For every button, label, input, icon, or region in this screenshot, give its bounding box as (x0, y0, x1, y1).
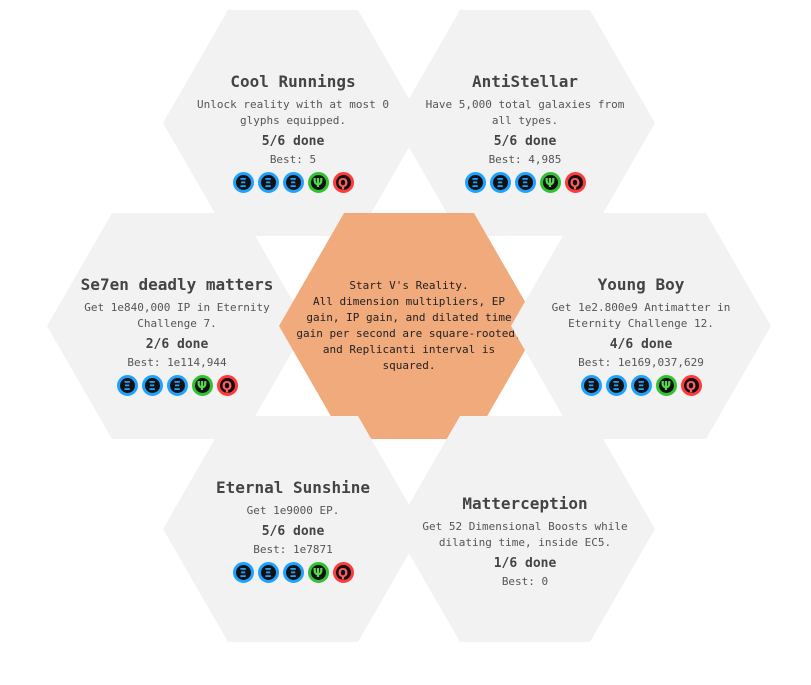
achievement-progress: 5/6 done (261, 524, 325, 539)
achievement-best: Best: 0 (501, 575, 549, 588)
blue-glyph-icon[interactable]: Ξ (282, 172, 304, 193)
blue-glyph-icon[interactable]: Ξ (605, 375, 627, 396)
achievement-young-boy[interactable]: Young Boy Get 1e2.800e9 Antimatter in Et… (511, 213, 771, 439)
achievement-progress: 4/6 done (609, 337, 673, 352)
achievement-progress: 1/6 done (493, 556, 557, 571)
green-glyph-icon[interactable]: Ψ (307, 172, 329, 193)
achievement-best: Best: 1e7871 (253, 543, 333, 556)
red-glyph-icon[interactable]: Ϙ (564, 172, 586, 193)
blue-glyph-icon[interactable]: Ξ (232, 562, 254, 583)
achievement-progress: 2/6 done (145, 337, 209, 352)
red-glyph-icon[interactable]: Ϙ (216, 375, 238, 396)
achievement-title: Se7en deadly matters (80, 275, 274, 294)
achievement-title: Young Boy (597, 275, 685, 294)
blue-glyph-icon[interactable]: Ξ (489, 172, 511, 193)
center-description: Start V's Reality. All dimension multipl… (296, 279, 522, 372)
achievement-title: AntiStellar (472, 72, 578, 91)
start-reality-hexagon[interactable]: Start V's Reality. All dimension multipl… (279, 213, 539, 439)
red-glyph-icon[interactable]: Ϙ (680, 375, 702, 396)
achievement-description: Unlock reality with at most 0 glyphs equ… (196, 98, 390, 127)
blue-glyph-icon[interactable]: Ξ (257, 562, 279, 583)
achievement-progress: 5/6 done (261, 134, 325, 149)
blue-glyph-icon[interactable]: Ξ (514, 172, 536, 193)
achievement-best: Best: 4,985 (488, 153, 562, 166)
blue-glyph-icon[interactable]: Ξ (116, 375, 138, 396)
achievement-best: Best: 1e169,037,629 (578, 356, 704, 369)
achievement-best: Best: 1e114,944 (127, 356, 227, 369)
blue-glyph-icon[interactable]: Ξ (141, 375, 163, 396)
green-glyph-icon[interactable]: Ψ (191, 375, 213, 396)
red-glyph-icon[interactable]: Ϙ (332, 172, 354, 193)
achievement-eternal-sunshine[interactable]: Eternal Sunshine Get 1e9000 EP. 5/6 done… (163, 416, 423, 642)
blue-glyph-icon[interactable]: Ξ (580, 375, 602, 396)
achievement-description: Get 1e9000 EP. (246, 504, 340, 517)
achievement-se7en-deadly-matters[interactable]: Se7en deadly matters Get 1e840,000 IP in… (47, 213, 307, 439)
achievement-title: Matterception (462, 494, 588, 513)
blue-glyph-icon[interactable]: Ξ (630, 375, 652, 396)
achievement-title: Eternal Sunshine (215, 478, 371, 497)
achievement-description: Get 1e840,000 IP in Eternity Challenge 7… (84, 301, 270, 330)
green-glyph-icon[interactable]: Ψ (307, 562, 329, 583)
blue-glyph-icon[interactable]: Ξ (166, 375, 188, 396)
blue-glyph-icon[interactable]: Ξ (232, 172, 254, 193)
achievement-matterception[interactable]: Matterception Get 52 Dimensional Boosts … (395, 416, 655, 642)
achievement-description: Have 5,000 total galaxies from all types… (425, 98, 625, 127)
achievement-progress: 5/6 done (493, 134, 557, 149)
achievement-title: Cool Runnings (230, 72, 356, 91)
blue-glyph-icon[interactable]: Ξ (257, 172, 279, 193)
blue-glyph-icon[interactable]: Ξ (282, 562, 304, 583)
green-glyph-icon[interactable]: Ψ (655, 375, 677, 396)
blue-glyph-icon[interactable]: Ξ (464, 172, 486, 193)
red-glyph-icon[interactable]: Ϙ (332, 562, 354, 583)
achievement-description: Get 52 Dimensional Boosts while dilating… (422, 520, 628, 549)
achievement-antistellar[interactable]: AntiStellar Have 5,000 total galaxies fr… (395, 10, 655, 236)
green-glyph-icon[interactable]: Ψ (539, 172, 561, 193)
achievement-cool-runnings[interactable]: Cool Runnings Unlock reality with at mos… (163, 10, 423, 236)
achievement-description: Get 1e2.800e9 Antimatter in Eternity Cha… (551, 301, 731, 330)
achievement-best: Best: 5 (269, 153, 317, 166)
